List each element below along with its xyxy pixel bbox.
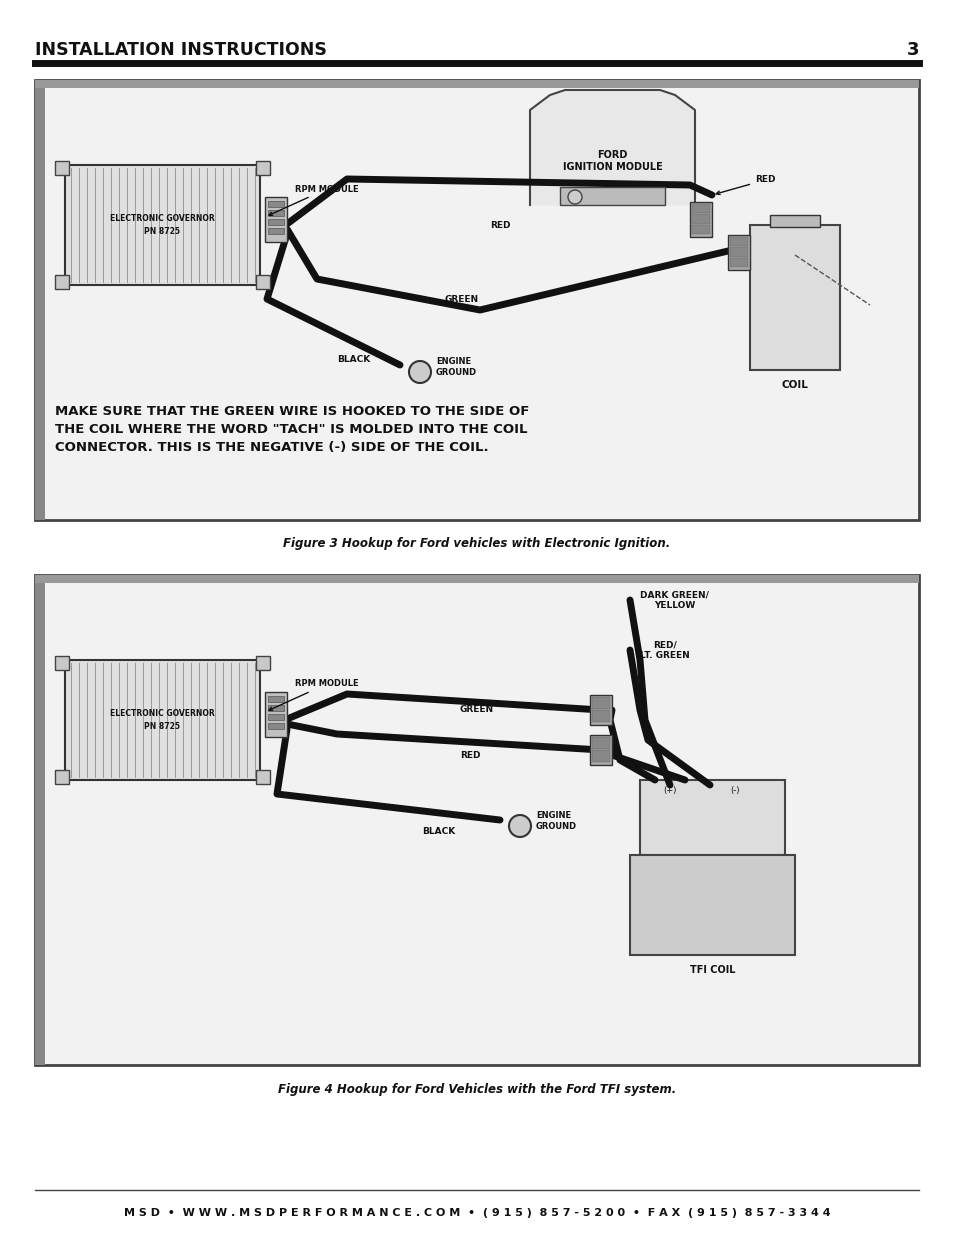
Bar [729, 247, 747, 257]
Bar [729, 237, 747, 246]
Bar [35, 576, 918, 583]
Bar [769, 215, 820, 227]
Bar [55, 275, 69, 289]
Text: GREEN: GREEN [459, 705, 494, 715]
Text: ENGINE
GROUND: ENGINE GROUND [536, 811, 577, 831]
Bar [729, 258, 747, 267]
Text: ENGINE
GROUND: ENGINE GROUND [436, 357, 476, 377]
Text: DARK GREEN/
YELLOW: DARK GREEN/ YELLOW [639, 590, 708, 610]
Bar [589, 735, 612, 764]
Bar [268, 201, 284, 207]
Text: FORD
IGNITION MODULE: FORD IGNITION MODULE [562, 151, 661, 172]
Circle shape [567, 190, 581, 204]
Bar [255, 769, 270, 784]
Bar [691, 215, 709, 224]
Bar [592, 697, 609, 709]
Text: RED: RED [459, 751, 480, 760]
Text: RED/
LT. GREEN: RED/ LT. GREEN [639, 640, 689, 659]
Text: M S D  •  W W W . M S D P E R F O R M A N C E . C O M  •  ( 9 1 5 )  8 5 7 - 5 2: M S D • W W W . M S D P E R F O R M A N … [124, 1208, 829, 1218]
Text: BLACK: BLACK [421, 826, 455, 836]
Polygon shape [530, 90, 695, 205]
Bar [268, 705, 284, 711]
Text: MAKE SURE THAT THE GREEN WIRE IS HOOKED TO THE SIDE OF
THE COIL WHERE THE WORD ": MAKE SURE THAT THE GREEN WIRE IS HOOKED … [55, 405, 529, 454]
Bar [689, 203, 711, 237]
Text: TFI COIL: TFI COIL [689, 965, 735, 974]
Bar [35, 576, 918, 1065]
Text: BLACK: BLACK [336, 356, 370, 364]
Bar [265, 198, 287, 242]
Bar [268, 722, 284, 729]
Bar [691, 225, 709, 233]
Bar [727, 235, 749, 270]
Text: (+): (+) [662, 785, 676, 794]
Bar [35, 576, 45, 1065]
Bar [629, 855, 794, 955]
Bar [255, 656, 270, 671]
Text: (-): (-) [729, 785, 739, 794]
Bar [255, 161, 270, 175]
Bar [268, 697, 284, 701]
Bar [592, 750, 609, 762]
Bar [55, 769, 69, 784]
Text: RPM MODULE: RPM MODULE [269, 679, 358, 710]
Text: RED: RED [490, 221, 510, 230]
Text: ELECTRONIC GOVERNOR
PN 8725: ELECTRONIC GOVERNOR PN 8725 [110, 214, 214, 236]
Bar [559, 186, 664, 205]
Circle shape [509, 815, 531, 837]
Text: Figure 4 Hookup for Ford Vehicles with the Ford TFI system.: Figure 4 Hookup for Ford Vehicles with t… [277, 1083, 676, 1095]
Bar [35, 80, 45, 520]
Bar [639, 781, 784, 855]
Bar [268, 228, 284, 233]
Text: ELECTRONIC GOVERNOR
PN 8725: ELECTRONIC GOVERNOR PN 8725 [110, 709, 214, 731]
Text: INSTALLATION INSTRUCTIONS: INSTALLATION INSTRUCTIONS [35, 41, 327, 59]
Text: 3: 3 [905, 41, 918, 59]
Bar [65, 165, 260, 285]
Bar [691, 204, 709, 214]
Circle shape [409, 361, 431, 383]
Bar [268, 714, 284, 720]
Bar [55, 656, 69, 671]
Bar [35, 80, 918, 520]
Bar [268, 210, 284, 216]
Bar [255, 275, 270, 289]
Text: RED: RED [716, 175, 775, 195]
Text: COIL: COIL [781, 380, 807, 390]
Bar [265, 692, 287, 737]
Text: Figure 3 Hookup for Ford vehicles with Electronic Ignition.: Figure 3 Hookup for Ford vehicles with E… [283, 537, 670, 551]
Bar [65, 659, 260, 781]
Bar [268, 219, 284, 225]
Bar [55, 161, 69, 175]
Bar [592, 737, 609, 748]
Bar [592, 710, 609, 722]
Text: RPM MODULE: RPM MODULE [269, 184, 358, 215]
Text: GREEN: GREEN [444, 295, 478, 305]
Bar [749, 225, 840, 370]
Bar [35, 80, 918, 88]
Bar [589, 695, 612, 725]
